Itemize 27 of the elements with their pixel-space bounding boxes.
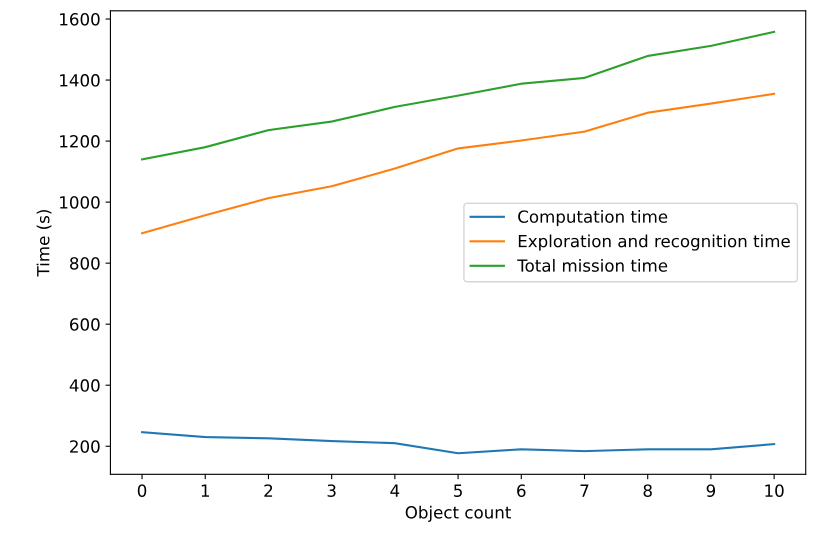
y-tick-label: 1000 bbox=[60, 196, 100, 209]
line-series bbox=[140, 30, 776, 160]
legend-label: Total mission time bbox=[517, 258, 668, 272]
y-tick-label: 800 bbox=[70, 257, 100, 270]
x-axis-title: Object count bbox=[406, 506, 511, 522]
legend-label: Exploration and recognition time bbox=[518, 234, 790, 251]
x-tick-label: 6 bbox=[517, 484, 526, 497]
x-tick-label: 7 bbox=[580, 484, 588, 497]
legend-label: Computation time bbox=[518, 210, 668, 226]
x-tick-label: 3 bbox=[328, 484, 336, 497]
y-tick-label: 1600 bbox=[60, 12, 100, 26]
x-tick-label: 8 bbox=[644, 484, 652, 497]
x-tick-label: 9 bbox=[706, 484, 716, 497]
line-series bbox=[140, 431, 776, 454]
x-tick-label: 2 bbox=[264, 484, 272, 497]
x-tick-label: 4 bbox=[390, 484, 400, 497]
x-tick-label: 10 bbox=[765, 484, 784, 497]
y-tick-label: 1400 bbox=[60, 74, 100, 87]
line-series bbox=[140, 92, 776, 234]
x-tick-label: 5 bbox=[454, 484, 462, 497]
x-tick-label: 0 bbox=[138, 484, 146, 497]
y-axis-title: Time (s) bbox=[36, 210, 52, 276]
y-tick-label: 200 bbox=[70, 440, 100, 453]
y-tick-label: 600 bbox=[70, 318, 100, 331]
y-tick-label: 1200 bbox=[60, 135, 100, 148]
y-tick-label: 400 bbox=[70, 379, 100, 392]
x-tick-label: 1 bbox=[202, 484, 210, 497]
